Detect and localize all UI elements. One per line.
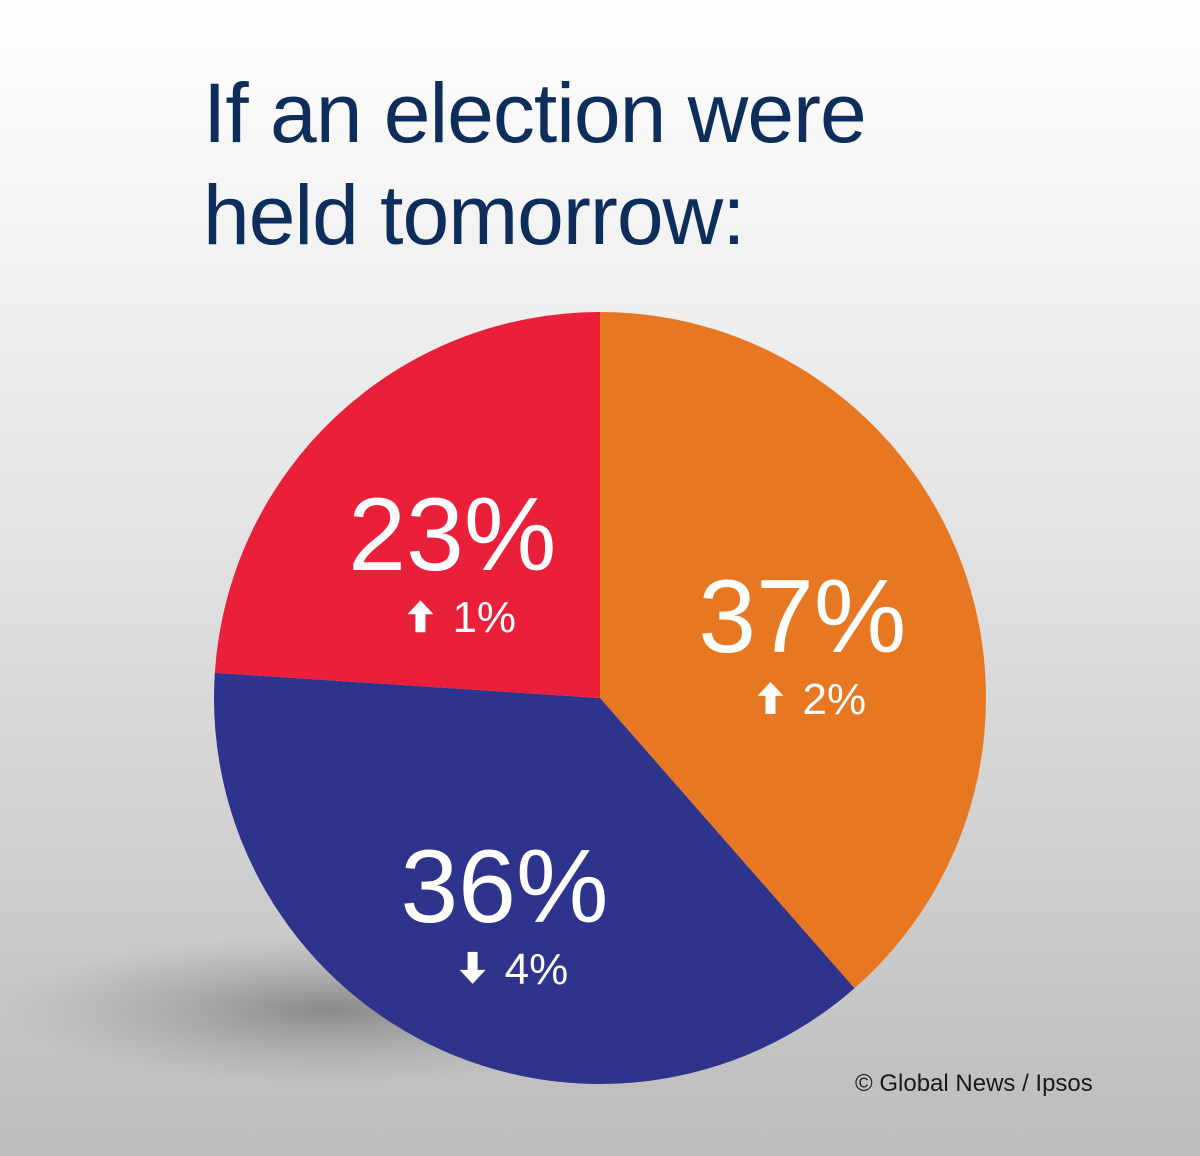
arrow-up xyxy=(757,681,784,714)
value-label: 23% xyxy=(348,477,556,593)
pie-slice xyxy=(214,312,600,698)
source: © Global News / Ipsos xyxy=(855,1070,1093,1097)
pie-slice xyxy=(214,672,855,1084)
change-label: 1% xyxy=(452,593,516,642)
value-label: 37% xyxy=(698,559,906,675)
change-label: 2% xyxy=(803,675,867,724)
arrow-up xyxy=(407,600,434,633)
arrow-down xyxy=(459,951,486,984)
value-label: 36% xyxy=(400,829,608,945)
chart-title: If an election were held tomorrow: xyxy=(203,66,867,262)
change-label: 4% xyxy=(505,945,569,994)
pie-slice xyxy=(600,312,986,989)
